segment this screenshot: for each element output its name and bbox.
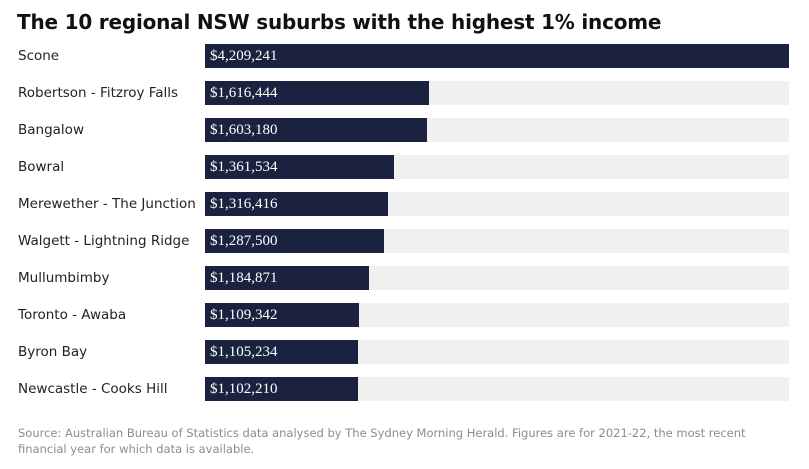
bar	[205, 155, 394, 179]
bar-track: $1,184,871	[205, 266, 789, 290]
category-label: Robertson - Fitzroy Falls	[18, 85, 179, 101]
bar	[205, 303, 359, 327]
bar-value-label: $4,209,241	[210, 48, 278, 64]
bar-track: $4,209,241	[205, 44, 789, 68]
category-label: Byron Bay	[18, 344, 88, 360]
bar-value-label: $1,287,500	[210, 233, 278, 249]
bar-track: $1,109,342	[205, 303, 789, 327]
bar-track: $1,361,534	[205, 155, 789, 179]
bar-value-label: $1,603,180	[210, 122, 278, 138]
bar	[205, 340, 358, 364]
source-note: Source: Australian Bureau of Statistics …	[18, 426, 746, 456]
category-label: Bangalow	[18, 122, 84, 138]
bar-value-label: $1,616,444	[210, 85, 278, 101]
bar-track: $1,603,180	[205, 118, 789, 142]
bar-track: $1,287,500	[205, 229, 789, 253]
bar-value-label: $1,109,342	[210, 307, 278, 323]
bar-track: $1,616,444	[205, 81, 789, 105]
bar	[205, 192, 388, 216]
bar-track: $1,102,210	[205, 377, 789, 401]
bar	[205, 81, 429, 105]
bar-value-label: $1,316,416	[210, 196, 278, 212]
category-label: Merewether - The Junction	[18, 196, 196, 212]
bar	[205, 118, 427, 142]
chart-title: The 10 regional NSW suburbs with the hig…	[17, 10, 662, 34]
bar-value-label: $1,184,871	[210, 270, 278, 286]
bar-value-label: $1,102,210	[210, 381, 278, 397]
category-label: Bowral	[18, 159, 65, 175]
category-label: Walgett - Lightning Ridge	[18, 233, 190, 249]
bar-value-label: $1,361,534	[210, 159, 278, 175]
bar	[205, 377, 358, 401]
bar	[205, 44, 789, 68]
bar-value-label: $1,105,234	[210, 344, 278, 360]
category-label: Scone	[18, 48, 60, 64]
bar-track: $1,105,234	[205, 340, 789, 364]
bar-track: $1,316,416	[205, 192, 789, 216]
category-label: Mullumbimby	[18, 270, 110, 286]
bar	[205, 266, 369, 290]
category-label: Newcastle - Cooks Hill	[18, 381, 168, 397]
bar	[205, 229, 384, 253]
category-label: Toronto - Awaba	[18, 307, 127, 323]
